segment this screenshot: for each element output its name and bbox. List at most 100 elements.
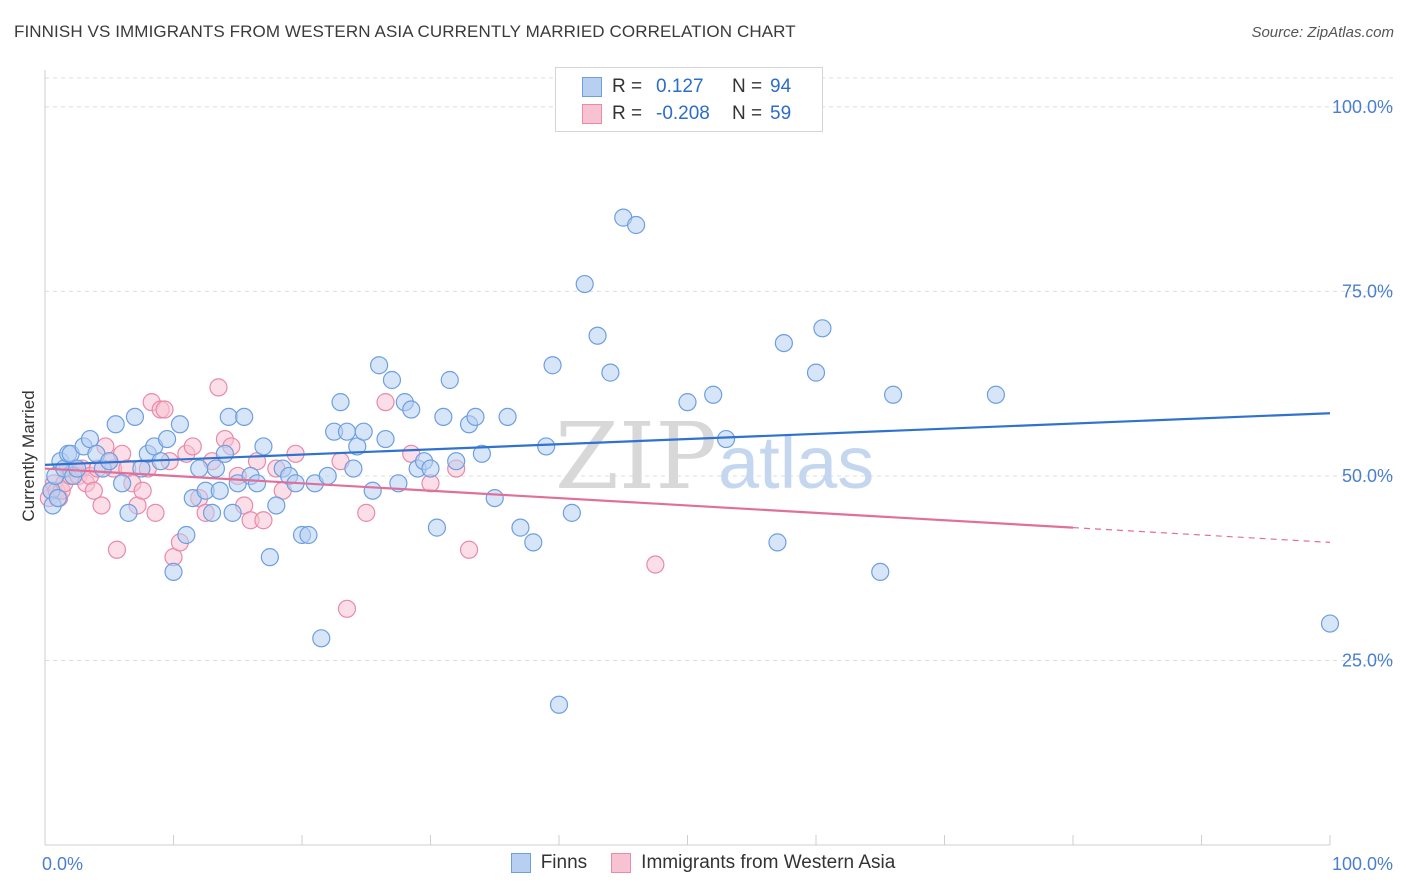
- western-asia-point: [107, 540, 127, 559]
- x-tick-label: 100.0%: [1332, 854, 1393, 874]
- finns-point: [678, 393, 697, 412]
- finns-point: [511, 518, 530, 537]
- western-asia-point: [92, 496, 111, 515]
- y-tick-label: 100.0%: [1332, 97, 1393, 117]
- finns-point: [190, 459, 209, 478]
- finns-point: [498, 407, 517, 427]
- finns-point: [543, 356, 562, 375]
- finns-point: [370, 356, 389, 375]
- legend-item-finns[interactable]: Finns: [510, 852, 588, 874]
- finns-point: [447, 452, 466, 471]
- finns-point: [537, 437, 556, 456]
- trend-lines: [44, 412, 1331, 543]
- stats-legend: R = 0.127 N = 94 R = -0.208 N = 59: [555, 67, 823, 132]
- n-value: 94: [770, 76, 792, 97]
- y-tick-label: 25.0%: [1342, 650, 1393, 670]
- y-tick-label: 75.0%: [1342, 281, 1393, 301]
- finns-point: [344, 459, 363, 478]
- finns-point: [466, 407, 485, 427]
- finns-point: [883, 385, 903, 404]
- finns-point: [402, 400, 421, 419]
- finns-point: [106, 415, 125, 434]
- finns-point: [112, 474, 132, 493]
- western-asia-point: [133, 481, 152, 500]
- western-asia-point: [146, 503, 165, 522]
- legend-label-finns: Finns: [540, 852, 588, 873]
- finns-point: [210, 481, 229, 500]
- finns-point: [768, 533, 787, 552]
- source-label: Source: ZipAtlas.com: [1251, 24, 1394, 41]
- r-label: R =: [612, 76, 643, 97]
- finns-point: [157, 429, 177, 449]
- western-asia-point: [183, 437, 202, 456]
- finns-point: [440, 370, 459, 390]
- r-label: R =: [612, 103, 643, 124]
- finns-point: [524, 533, 543, 552]
- finns-swatch: [582, 77, 602, 97]
- finns-point: [575, 274, 594, 294]
- finns-point: [202, 503, 222, 522]
- finns-point: [235, 407, 254, 427]
- finns-point: [986, 385, 1006, 404]
- finns-point: [588, 326, 607, 345]
- finns-point: [363, 481, 382, 500]
- finns-point: [337, 422, 357, 441]
- finns-point: [354, 422, 373, 441]
- western-asia-swatch: [582, 104, 602, 124]
- western-asia-point: [337, 599, 357, 618]
- finns-point: [704, 385, 723, 404]
- western-asia-point: [459, 540, 479, 559]
- finns-point: [48, 488, 67, 508]
- watermark-zip: ZIP: [555, 403, 717, 510]
- finns-point: [119, 503, 138, 522]
- r-value: -0.208: [656, 103, 710, 124]
- finns-point: [626, 215, 646, 235]
- western-asia-point: [646, 555, 665, 574]
- finns-point: [170, 415, 190, 434]
- finns-point: [260, 548, 279, 567]
- finns-point: [376, 429, 395, 449]
- finns-point: [562, 503, 581, 522]
- western-asia-trend-line: [44, 467, 1074, 529]
- finns-point: [177, 525, 196, 545]
- n-label: N =: [732, 76, 763, 97]
- finns-point: [1320, 614, 1340, 633]
- y-tick-label: 50.0%: [1342, 466, 1393, 486]
- legend-item-western-asia[interactable]: Immigrants from Western Asia: [611, 852, 895, 874]
- finns-point: [223, 503, 242, 522]
- x-tick-marks: [44, 835, 1331, 845]
- western-asia-trend-extension: [1072, 527, 1331, 543]
- finns-point: [427, 518, 447, 537]
- finns-point: [267, 496, 286, 515]
- western-asia-point: [209, 378, 228, 397]
- finns-point: [164, 562, 183, 582]
- finns-point: [254, 437, 273, 456]
- x-tick-label: 0.0%: [42, 854, 83, 874]
- finns-point: [299, 525, 318, 545]
- legend-label-western-asia: Immigrants from Western Asia: [641, 852, 896, 873]
- western-asia-point: [155, 400, 174, 419]
- finns-point: [312, 629, 331, 648]
- western-asia-point: [376, 393, 395, 412]
- grid-lines: [45, 77, 1393, 661]
- chart-title: FINNISH VS IMMIGRANTS FROM WESTERN ASIA …: [14, 22, 796, 41]
- legend-row-finns: R = 0.127 N = 94: [582, 75, 791, 99]
- finns-point: [472, 444, 491, 463]
- legend-row-western-asia: R = -0.208 N = 59: [582, 102, 791, 126]
- finns-point: [318, 466, 337, 486]
- finns-point: [219, 407, 238, 427]
- y-axis-label: Currently Married: [19, 390, 38, 521]
- n-label: N =: [732, 103, 763, 124]
- western-asia-point: [84, 481, 103, 500]
- y-tick-labels: 25.0% 50.0% 75.0% 100.0%: [1332, 97, 1393, 671]
- r-value: 0.127: [656, 76, 704, 97]
- western-asia-point: [254, 511, 273, 530]
- finns-point: [331, 393, 350, 412]
- finns-trend-line: [44, 412, 1331, 466]
- finns-point: [247, 474, 267, 493]
- finns-point: [871, 562, 890, 582]
- n-value: 59: [770, 103, 792, 124]
- finns-point: [485, 488, 504, 508]
- western-asia-point: [357, 503, 376, 522]
